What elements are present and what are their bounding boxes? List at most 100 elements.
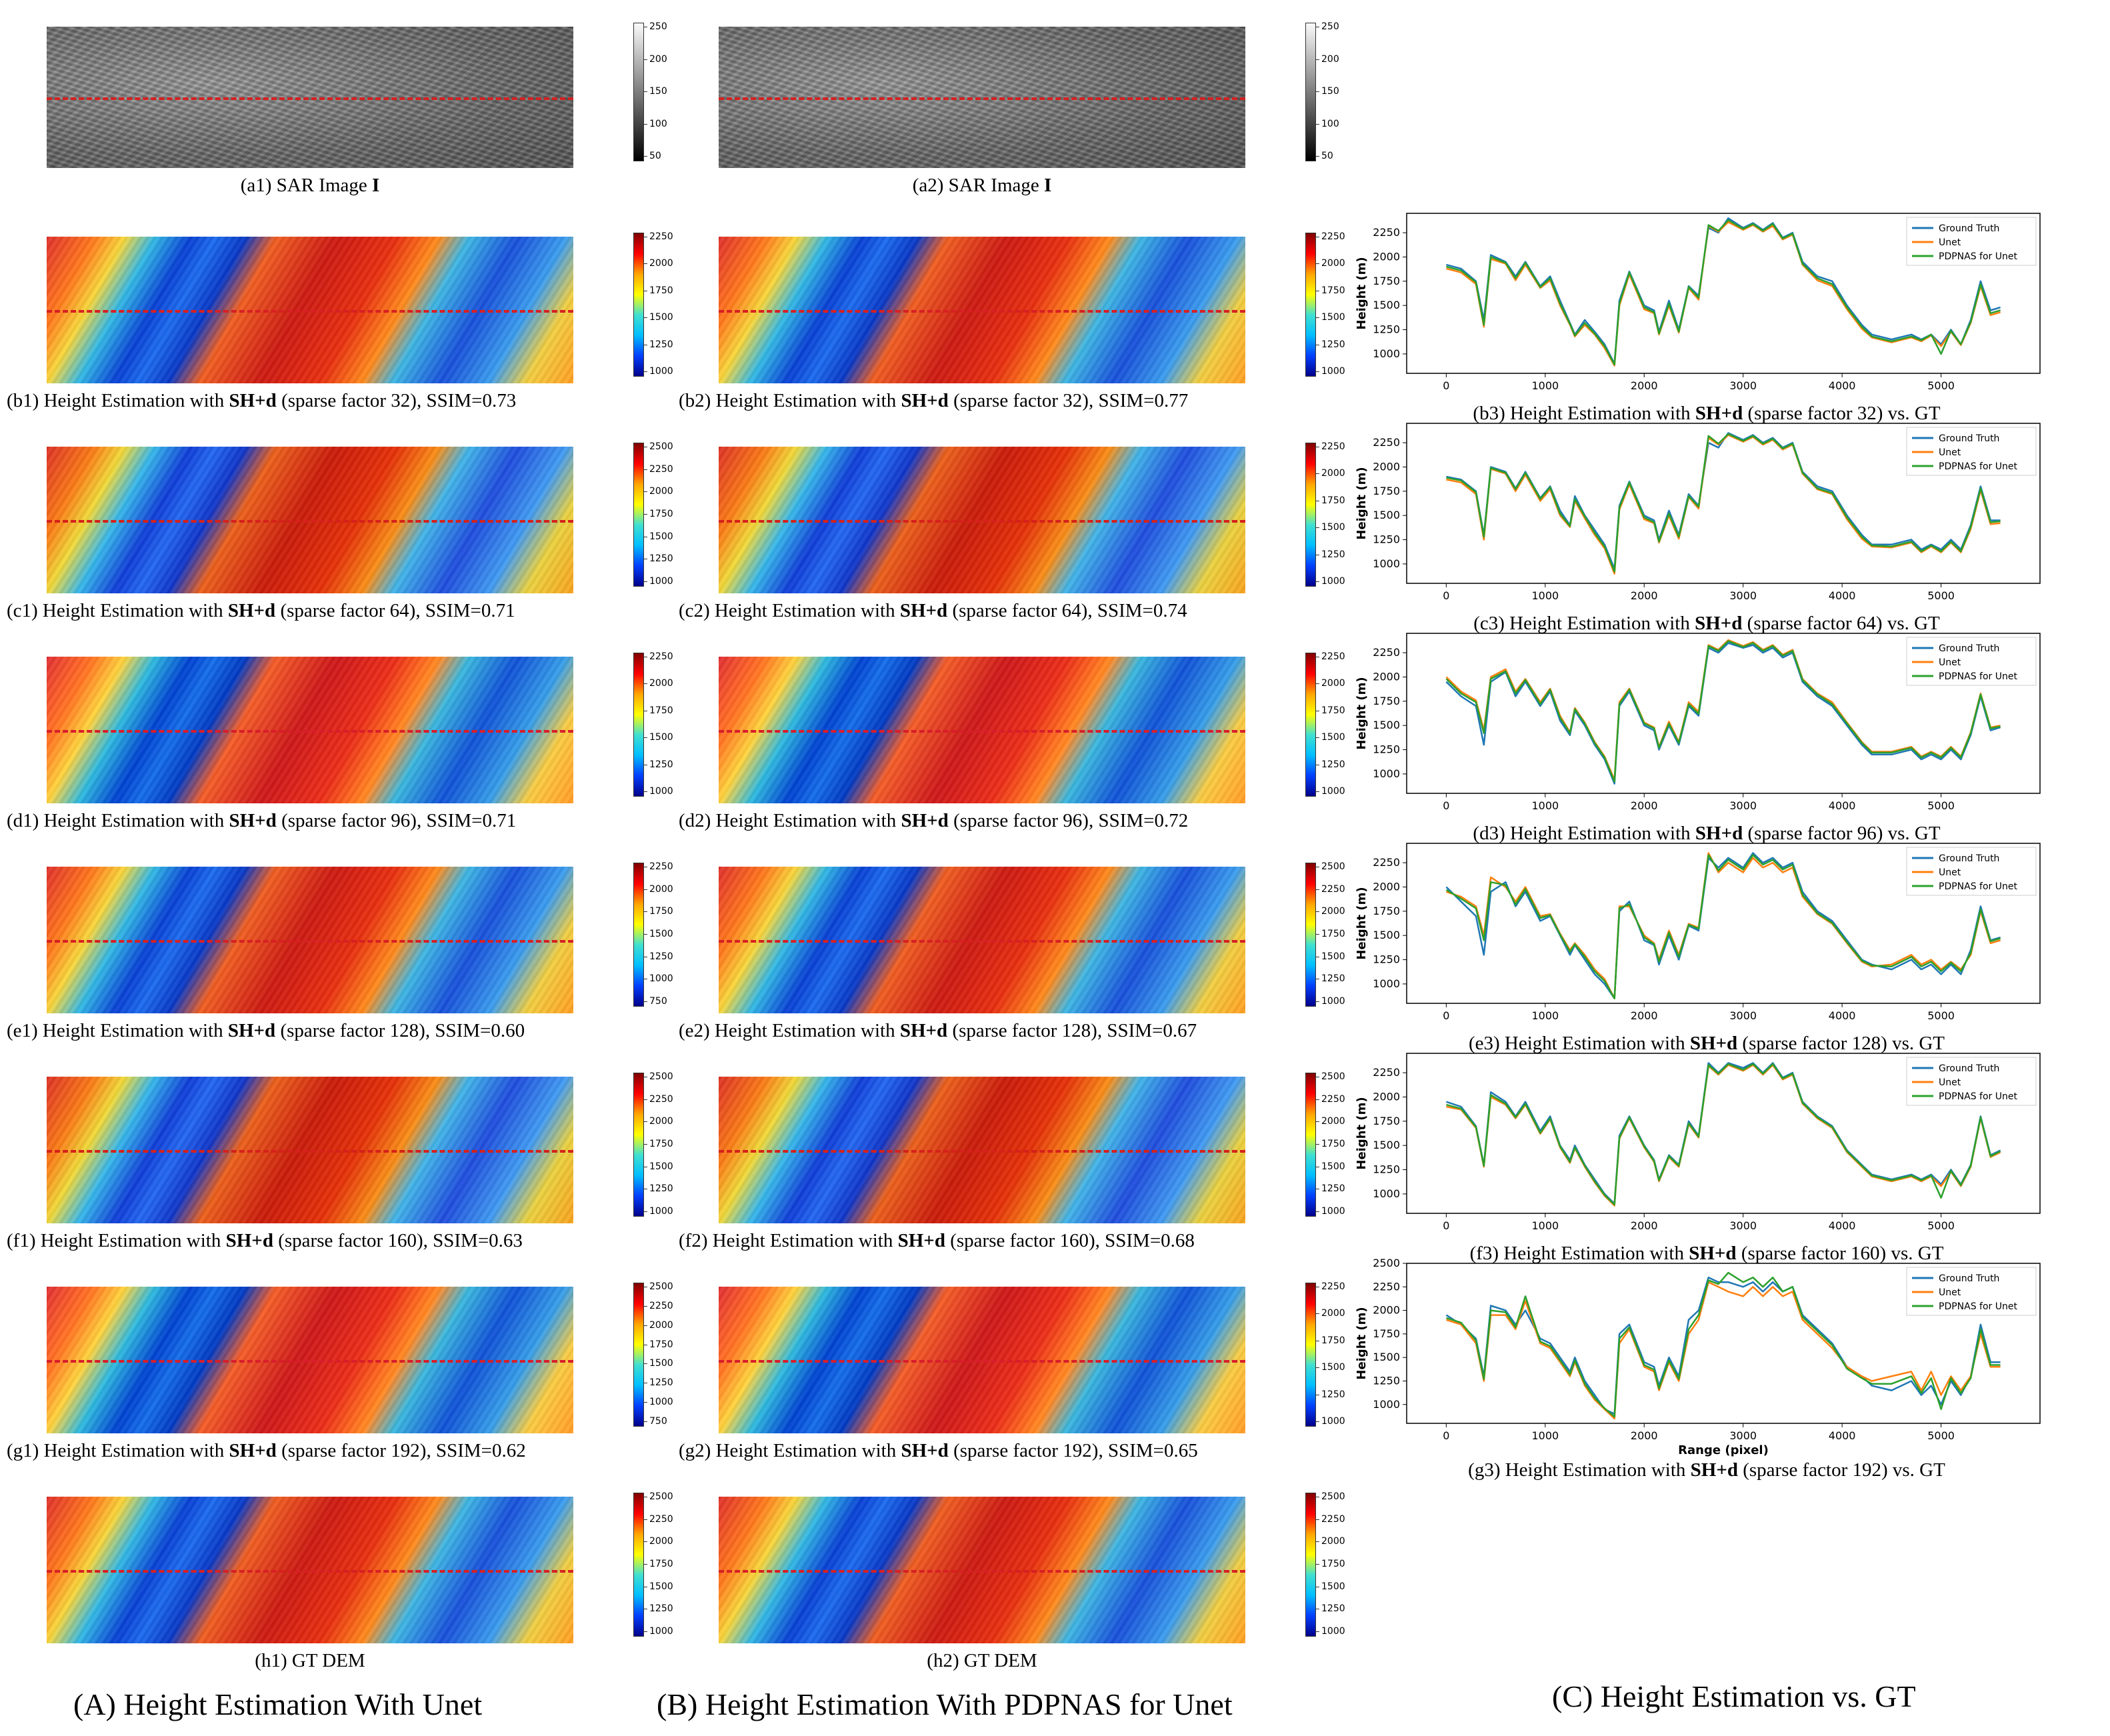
caption-text: (sparse factor 64), SSIM=0.71 [275, 600, 515, 621]
colorbar-tick: 2000 [1316, 258, 1345, 269]
colorbar-tick: 2500 [1316, 861, 1345, 872]
column-title-a: (A) Height Estimation With Unet [73, 1687, 483, 1721]
caption-bold: SH+d [1695, 613, 1743, 634]
x-tick-label: 3000 [1729, 1009, 1757, 1022]
colorbar-tick: 1500 [1316, 1161, 1345, 1172]
colorbar-tick: 250 [1316, 21, 1339, 32]
colorbar-tick: 1750 [1316, 1139, 1345, 1149]
y-axis-label: Height (m) [1355, 257, 1369, 329]
colorbar-tick: 2000 [1316, 1116, 1345, 1127]
caption-bold: SH+d [1689, 1033, 1738, 1054]
y-tick-label: 2250 [1373, 1066, 1400, 1079]
y-tick-label: 2000 [1373, 880, 1400, 893]
colorbar-tick: 1000 [644, 973, 673, 985]
legend-label: PDPNAS for Unet [1939, 1301, 2017, 1312]
colorbar-a1 [633, 23, 644, 161]
caption-bold: SH+d [899, 600, 948, 621]
colorbar-tick: 2250 [1316, 231, 1345, 242]
image-a2 [719, 27, 1245, 168]
y-tick-label: 1000 [1373, 347, 1400, 360]
legend-label: PDPNAS for Unet [1939, 671, 2017, 682]
colorbar-tick: 1250 [1316, 759, 1345, 770]
x-tick-label: 1000 [1531, 799, 1559, 812]
caption-text: (f2) Height Estimation with [679, 1230, 898, 1251]
caption-g3: (g3) Height Estimation with SH+d (sparse… [1347, 1459, 2067, 1481]
y-tick-label: 1750 [1373, 275, 1400, 287]
caption-text: (sparse factor 32), SSIM=0.77 [948, 390, 1189, 411]
image-b1 [47, 237, 573, 383]
x-tick-label: 5000 [1927, 379, 1955, 392]
profile-line [719, 940, 1245, 943]
colorbar-tick: 2250 [1316, 883, 1345, 895]
colorbar-tick: 1500 [644, 1161, 673, 1172]
colorbar-tick: 1250 [644, 951, 673, 962]
colorbar-tick: 1500 [644, 929, 673, 939]
image-g2 [719, 1287, 1245, 1433]
x-tick-label: 1000 [1531, 379, 1559, 392]
caption-e2: (e2) Height Estimation with SH+d (sparse… [679, 1020, 1345, 1041]
line-chart-f3: 0 1000 2000 3000 4000 5000 1000 1250 1500 1750 200… [1355, 1053, 2041, 1232]
caption-bold: SH+d [1695, 403, 1743, 424]
image-e1 [47, 867, 573, 1013]
caption-f2: (f2) Height Estimation with SH+d (sparse… [679, 1230, 1345, 1251]
colorbar-tick: 2250 [1316, 651, 1345, 662]
caption-text: (sparse factor 160), SSIM=0.68 [945, 1230, 1195, 1251]
colorbar-tick: 1250 [1316, 1183, 1345, 1195]
x-tick-label: 4000 [1829, 1009, 1856, 1022]
colorbar-h2 [1305, 1493, 1316, 1637]
colorbar-b2 [1305, 233, 1316, 377]
caption-c2: (c2) Height Estimation with SH+d (sparse… [679, 600, 1345, 621]
colorbar-tick: 1000 [1316, 786, 1345, 797]
caption-text: (sparse factor 32) vs. GT [1743, 403, 1941, 424]
image-b2 [719, 237, 1245, 383]
caption-a1: (a1) SAR Image I [47, 175, 573, 196]
colorbar-tick: 2000 [644, 883, 673, 895]
x-tick-label: 4000 [1829, 589, 1856, 602]
caption-f3: (f3) Height Estimation with SH+d (sparse… [1347, 1243, 2067, 1264]
profile-line [719, 730, 1245, 733]
colorbar-tick: 1500 [1316, 951, 1345, 962]
x-tick-label: 3000 [1729, 799, 1757, 812]
y-tick-label: 2250 [1373, 646, 1400, 659]
colorbar-g2 [1305, 1283, 1316, 1427]
caption-text: (a1) SAR Image [240, 175, 372, 196]
x-tick-label: 3000 [1729, 379, 1757, 392]
x-tick-label: 5000 [1927, 799, 1955, 812]
y-axis-label: Height (m) [1355, 467, 1369, 539]
colorbar-tick: 1750 [644, 285, 673, 296]
legend-label: Ground Truth [1939, 853, 1999, 864]
caption-b2: (b2) Height Estimation with SH+d (sparse… [679, 390, 1345, 411]
colorbar-tick: 1250 [1316, 549, 1345, 560]
x-tick-label: 0 [1443, 799, 1449, 812]
caption-text: (e2) Height Estimation with [679, 1020, 900, 1041]
colorbar-tick: 1500 [644, 531, 673, 542]
colorbar-tick: 100 [644, 118, 667, 129]
legend-label: Ground Truth [1939, 1273, 1999, 1284]
x-tick-label: 1000 [1531, 589, 1559, 602]
image-h1 [47, 1497, 573, 1643]
series-ground-truth [1445, 1276, 2001, 1415]
series-pdpnas-for-unet [1446, 219, 2001, 366]
caption-bold: SH+d [227, 600, 276, 621]
colorbar-tick: 2250 [1316, 1281, 1345, 1292]
caption-e1: (e1) Height Estimation with SH+d (sparse… [7, 1020, 673, 1041]
colorbar-tick: 750 [644, 996, 667, 1007]
x-tick-label: 0 [1443, 1219, 1449, 1232]
x-tick-label: 4000 [1829, 1429, 1856, 1442]
colorbar-tick: 1750 [644, 906, 673, 917]
x-tick-label: 2000 [1631, 799, 1658, 812]
x-tick-label: 5000 [1927, 1009, 1955, 1022]
caption-bold: SH+d [1689, 1243, 1737, 1264]
profile-line [47, 520, 573, 523]
colorbar-tick: 1750 [644, 705, 673, 716]
colorbar-tick: 1250 [644, 759, 673, 770]
legend-label: Ground Truth [1939, 223, 1999, 234]
caption-bold: SH+d [229, 810, 277, 831]
legend-label: Unet [1939, 237, 1961, 248]
x-tick-label: 1000 [1531, 1219, 1559, 1232]
colorbar-tick: 1500 [1316, 1581, 1345, 1592]
line-chart-c3: 0 1000 2000 3000 4000 5000 1000 1250 1500 1750 200… [1355, 423, 2041, 602]
profile-line [719, 1570, 1245, 1573]
y-tick-label: 1750 [1373, 905, 1400, 917]
series-pdpnas-for-unet [1445, 854, 2001, 999]
